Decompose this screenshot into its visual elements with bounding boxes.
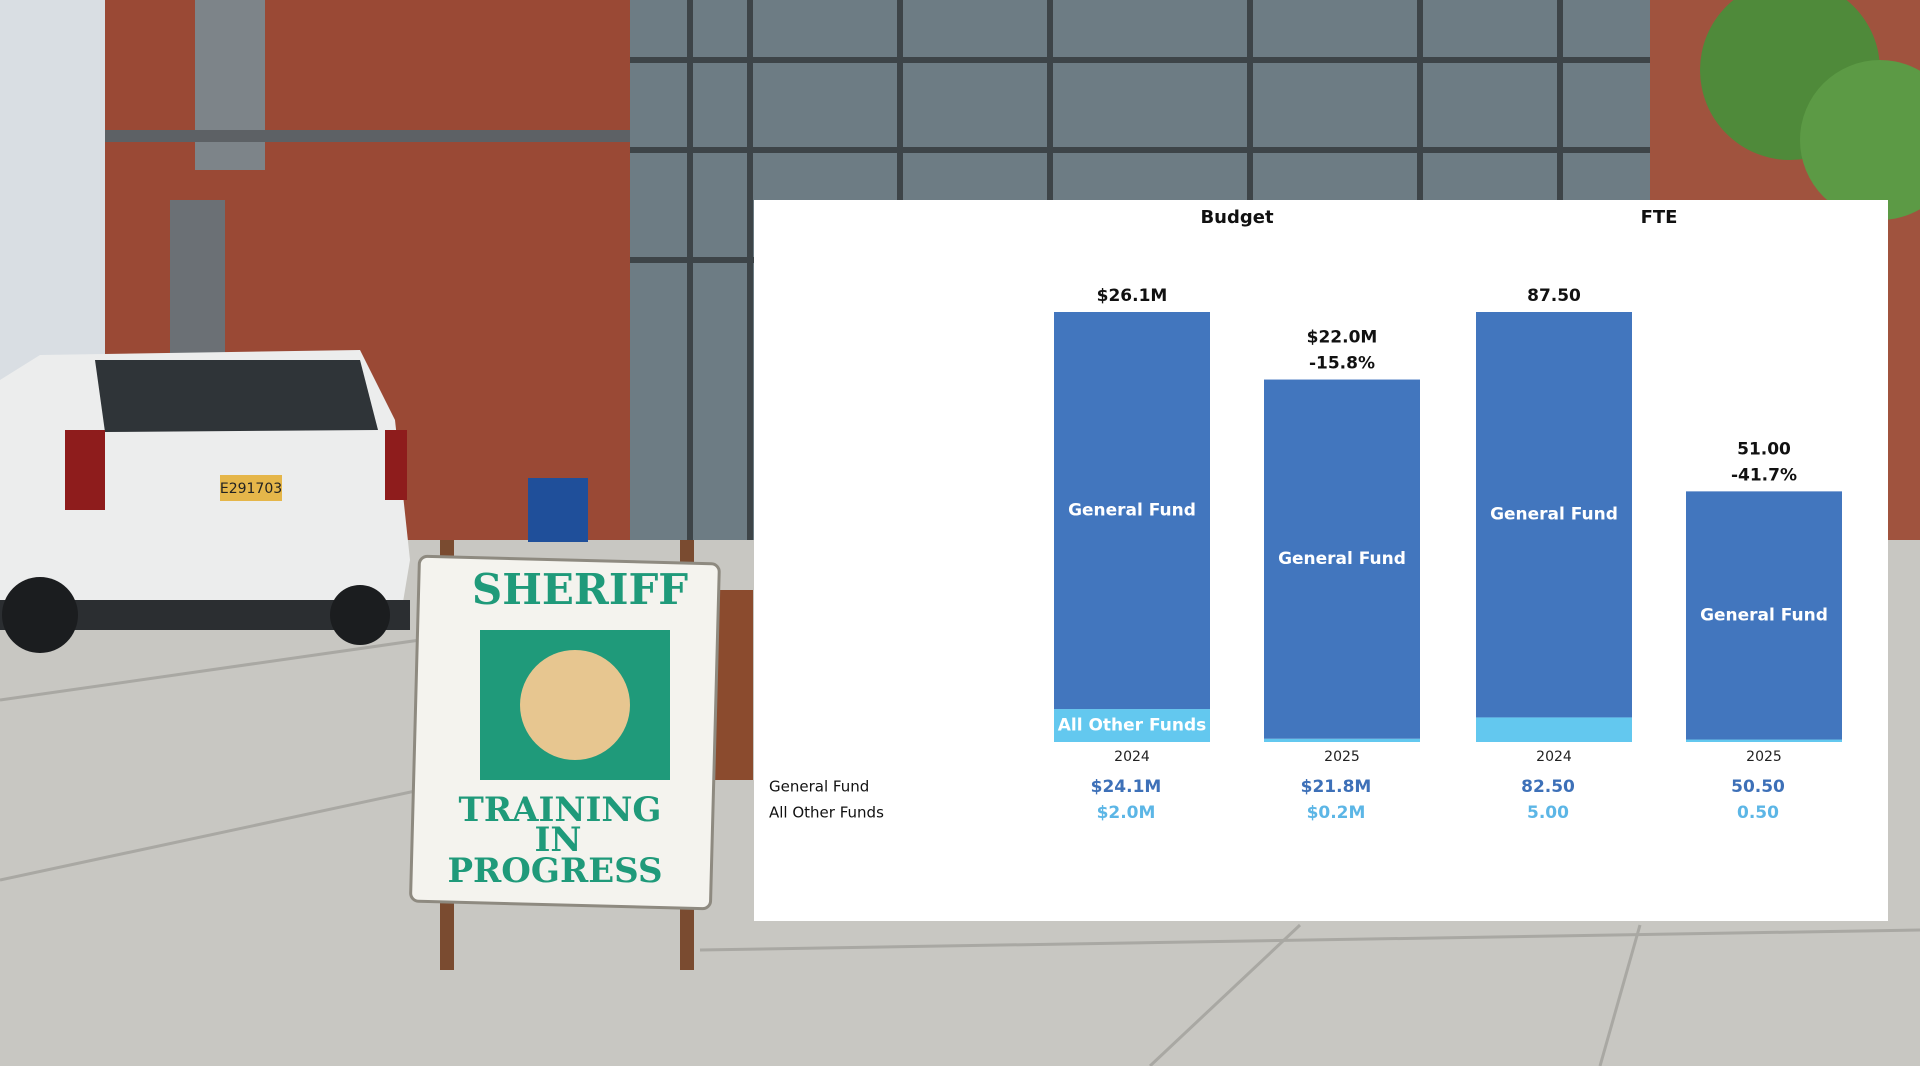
trash-can — [528, 478, 588, 542]
row-value: $24.1M — [1091, 777, 1162, 797]
sign-line: TRAINING — [459, 790, 662, 830]
bar-segment — [1264, 379, 1420, 739]
car: E291703 — [0, 350, 410, 653]
window — [195, 0, 265, 170]
chart-title: Budget — [1200, 207, 1274, 228]
bar-segment — [1476, 717, 1632, 742]
mullions — [630, 0, 1690, 545]
segment-label: General Fund — [1700, 605, 1828, 625]
pavement-joints — [0, 638, 1920, 1066]
sign: SHERIFF TRAINING IN PROGRESS — [409, 540, 753, 970]
bar-segment — [1264, 738, 1420, 742]
segment-label: All Other Funds — [1058, 716, 1207, 736]
x-tick-label: 2025 — [1324, 749, 1360, 765]
bar-segment — [1476, 312, 1632, 718]
row-value: 0.50 — [1737, 803, 1779, 823]
bar-segment — [1686, 491, 1842, 740]
bar-segment — [1054, 709, 1210, 742]
row-value: 5.00 — [1527, 803, 1569, 823]
row-value: 82.50 — [1521, 777, 1575, 797]
segment-label: General Fund — [1068, 501, 1196, 521]
bar-segment — [1054, 312, 1210, 710]
total-label: $26.1M — [1097, 286, 1168, 306]
license-plate: E291703 — [220, 481, 282, 497]
row-value: $0.2M — [1307, 803, 1366, 823]
row-value: $2.0M — [1097, 803, 1156, 823]
row-value: $21.8M — [1301, 777, 1372, 797]
row-label: All Other Funds — [769, 804, 884, 822]
sign-line: PROGRESS — [447, 851, 662, 891]
tree — [1800, 60, 1920, 220]
x-tick-label: 2024 — [1114, 749, 1150, 765]
total-label: 51.00 — [1737, 439, 1791, 459]
segment-label: General Fund — [1490, 505, 1618, 525]
x-tick-label: 2025 — [1746, 749, 1782, 765]
segment-label: General Fund — [1278, 549, 1406, 569]
sign-line: IN — [535, 820, 582, 860]
chart-title: FTE — [1641, 207, 1678, 228]
sign-title: SHERIFF — [472, 565, 688, 614]
total-label: $22.0M — [1307, 328, 1378, 348]
row-label: General Fund — [769, 778, 869, 796]
total-label: 87.50 — [1527, 286, 1581, 306]
x-tick-label: 2024 — [1536, 749, 1572, 765]
bar-segment — [1686, 739, 1842, 742]
ledge — [105, 130, 630, 142]
change-label: -15.8% — [1309, 354, 1375, 374]
change-label: -41.7% — [1731, 465, 1797, 485]
row-value: 50.50 — [1731, 777, 1785, 797]
